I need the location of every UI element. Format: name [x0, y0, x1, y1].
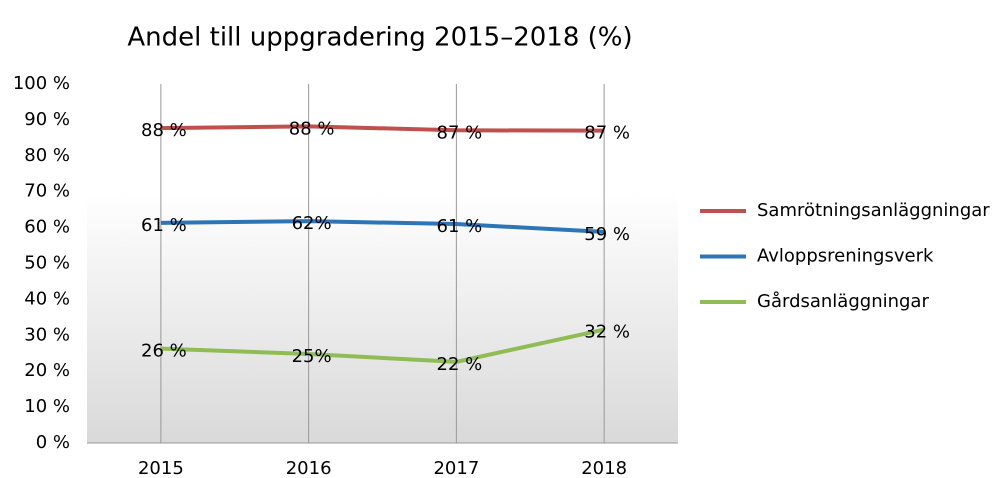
legend-label: Samrötningsanläggningar [757, 200, 990, 221]
chart-title: Andel till uppgradering 2015–2018 (%) [127, 23, 632, 53]
y-tick-label: 10 % [24, 396, 70, 417]
y-tick-label: 40 % [24, 288, 70, 309]
x-tick-label: 2017 [433, 458, 479, 478]
x-tick-label: 2018 [581, 458, 627, 478]
y-tick-label: 60 % [24, 217, 70, 238]
legend-label: Gårdsanläggningar [757, 291, 929, 312]
y-tick-label: 70 % [24, 181, 70, 202]
series-line [160, 219, 605, 234]
data-label: 25% [292, 346, 332, 367]
data-label: 87 % [437, 122, 483, 143]
data-label: 88 % [141, 120, 187, 141]
data-label: 26 % [141, 341, 187, 362]
y-tick-label: 20 % [24, 360, 70, 381]
data-label: 32 % [584, 322, 630, 343]
data-label: 61 % [141, 215, 187, 236]
data-label: 22 % [437, 354, 483, 375]
series-line [160, 327, 605, 364]
data-label: 87 % [584, 123, 630, 144]
y-tick-label: 100 % [13, 73, 70, 94]
data-label: 61 % [437, 216, 483, 237]
data-label: 59 % [584, 224, 630, 245]
y-tick-label: 50 % [24, 253, 70, 274]
y-tick-label: 0 % [36, 432, 70, 453]
plot-area [87, 84, 678, 443]
legend-label: Avloppsreningsverk [757, 246, 934, 267]
data-label: 62% [292, 213, 332, 234]
y-tick-label: 90 % [24, 109, 70, 130]
y-tick-label: 80 % [24, 145, 70, 166]
data-label: 88 % [289, 118, 335, 139]
y-tick-label: 30 % [24, 324, 70, 345]
series-line [160, 124, 605, 133]
x-tick-label: 2016 [286, 458, 332, 478]
x-tick-label: 2015 [138, 458, 184, 478]
